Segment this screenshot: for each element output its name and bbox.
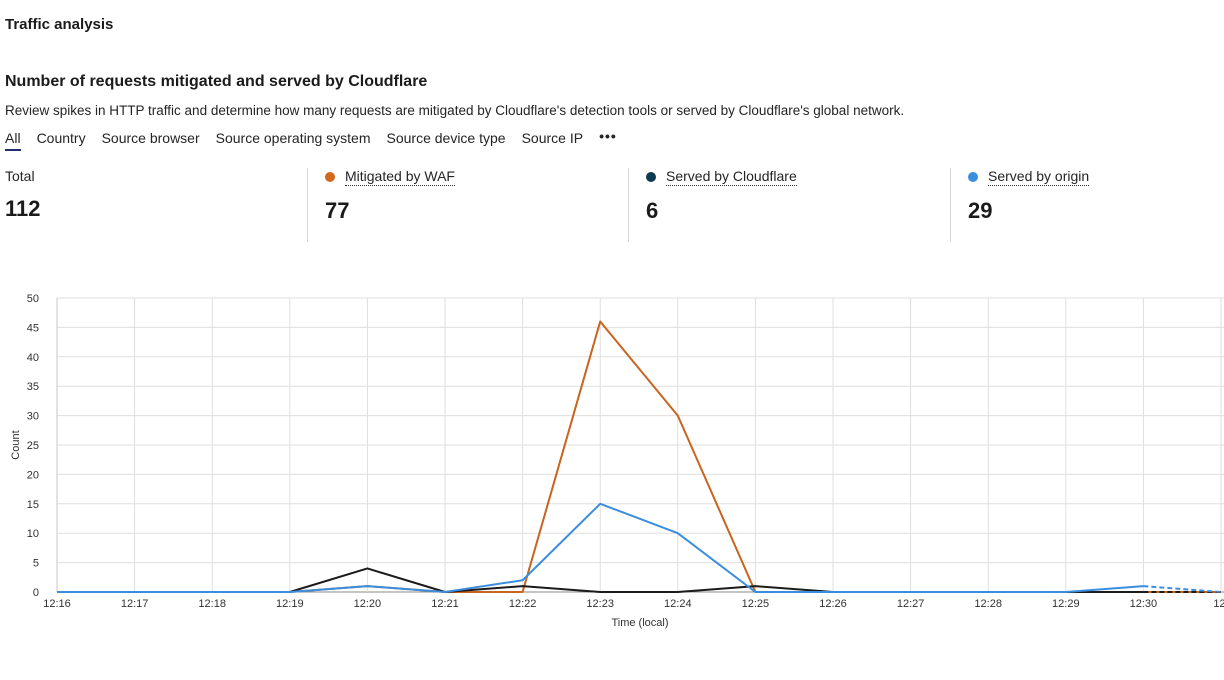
tab-source-operating-system[interactable]: Source operating system <box>215 130 371 146</box>
x-tick-label: 12:28 <box>974 598 1002 610</box>
y-tick-label: 50 <box>27 293 39 305</box>
page-title: Traffic analysis <box>5 16 114 33</box>
y-tick-label: 0 <box>33 587 39 599</box>
section-title: Number of requests mitigated and served … <box>5 73 428 90</box>
tab-bar: All Country Source browser Source operat… <box>5 128 633 151</box>
tab-all[interactable]: All <box>5 130 21 151</box>
kpi-served-by-cloudflare: Served by Cloudflare 6 <box>646 168 797 242</box>
x-axis-title: Time (local) <box>611 617 668 629</box>
cloudflare-legend-dot-icon <box>646 172 656 182</box>
x-tick-label: 12:18 <box>198 598 226 610</box>
x-tick-label: 12:20 <box>354 598 382 610</box>
y-tick-label: 35 <box>27 381 39 393</box>
kpi-divider <box>950 168 951 242</box>
x-tick-label: 12:30 <box>1130 598 1158 610</box>
kpi-waf-value: 77 <box>325 198 350 223</box>
tab-source-device-type[interactable]: Source device type <box>386 130 506 146</box>
x-tick-label: 12:24 <box>664 598 692 610</box>
more-icon[interactable]: ••• <box>599 128 617 144</box>
y-tick-label: 25 <box>27 440 39 452</box>
kpi-total: Total 112 <box>5 168 41 242</box>
section-description: Review spikes in HTTP traffic and determ… <box>5 103 905 118</box>
x-tick-label: 12:26 <box>819 598 847 610</box>
x-tick-label: 12:16 <box>43 598 71 610</box>
x-tick-label: 12:27 <box>897 598 925 610</box>
kpi-total-label: Total <box>5 168 35 184</box>
tab-country[interactable]: Country <box>36 130 86 146</box>
x-tick-label: 12:25 <box>742 598 770 610</box>
y-tick-label: 20 <box>27 469 39 481</box>
tab-source-browser[interactable]: Source browser <box>101 130 200 146</box>
y-tick-label: 45 <box>27 322 39 334</box>
kpi-origin-label[interactable]: Served by origin <box>988 168 1090 186</box>
requests-line-chart: 0 5 10 15 20 25 30 35 40 45 50 12:16 12:17 12:18 12:19… <box>10 293 1224 629</box>
x-tick-label: 12:21 <box>431 598 459 610</box>
y-axis-title: Count <box>10 430 22 459</box>
kpi-cloudflare-value: 6 <box>646 198 659 223</box>
x-tick-label: 12:17 <box>121 598 149 610</box>
series-mitigated-by-waf-line <box>57 320 1221 593</box>
kpi-row: Total 112 Mitigated by WAF 77 Served by … <box>0 168 1224 242</box>
y-tick-label: 30 <box>27 411 39 423</box>
y-tick-label: 5 <box>33 558 39 570</box>
x-tick-label: 12: <box>1213 598 1224 610</box>
x-tick-label: 12:23 <box>586 598 614 610</box>
kpi-served-by-origin: Served by origin 29 <box>968 168 1090 242</box>
kpi-divider <box>307 168 308 242</box>
x-tick-label: 12:22 <box>509 598 537 610</box>
x-tick-label: 12:19 <box>276 598 304 610</box>
tab-source-ip[interactable]: Source IP <box>521 130 584 146</box>
kpi-divider <box>628 168 629 242</box>
y-tick-label: 40 <box>27 352 39 364</box>
kpi-waf-label[interactable]: Mitigated by WAF <box>345 168 455 186</box>
waf-legend-dot-icon <box>325 172 335 182</box>
kpi-origin-value: 29 <box>968 198 993 223</box>
kpi-cloudflare-label[interactable]: Served by Cloudflare <box>666 168 797 186</box>
kpi-mitigated-by-waf: Mitigated by WAF 77 <box>325 168 455 242</box>
y-tick-label: 10 <box>27 528 39 540</box>
x-tick-label: 12:29 <box>1052 598 1080 610</box>
series-served-by-origin-line <box>57 502 1144 593</box>
origin-legend-dot-icon <box>968 172 978 182</box>
y-tick-label: 15 <box>27 499 39 511</box>
series-served-by-origin-dashed-line <box>1143 585 1222 593</box>
kpi-total-value: 112 <box>5 196 41 221</box>
